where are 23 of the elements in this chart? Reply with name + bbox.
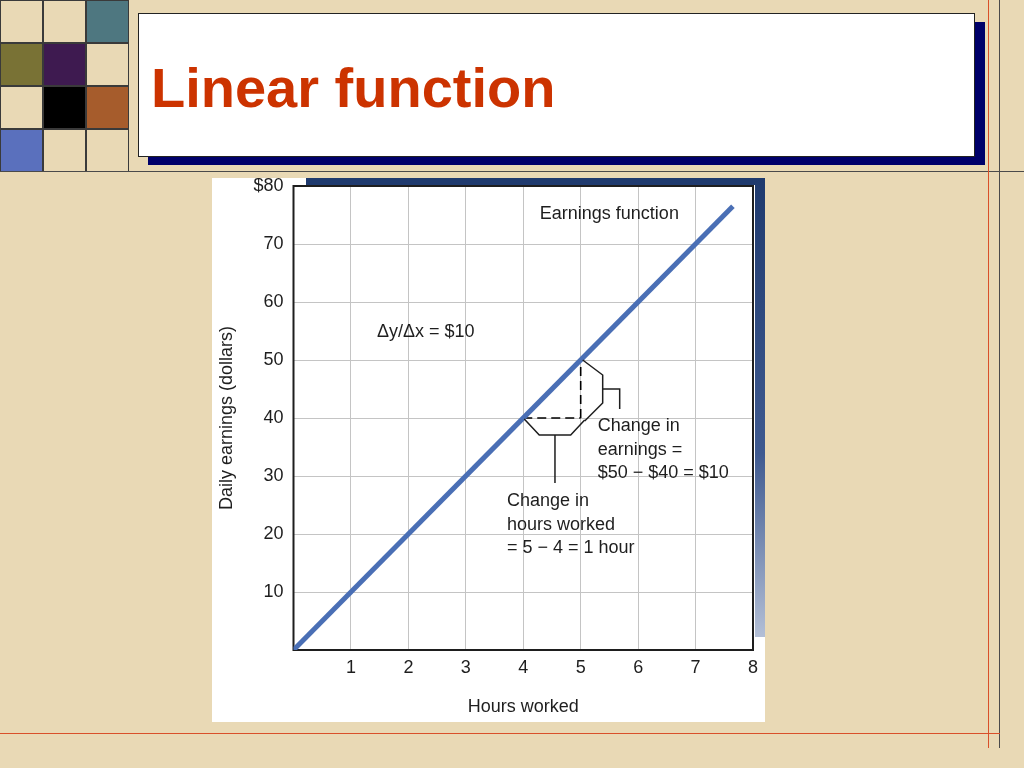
- annotation: Change in earnings = $50 − $40 = $10: [597, 415, 729, 482]
- x-tick-label: 4: [518, 656, 529, 677]
- annotation: Δy/Δx = $10: [377, 321, 475, 341]
- annotation: Change in hours worked = 5 − 4 = 1 hour: [507, 490, 635, 557]
- y-tick-label: 60: [263, 290, 284, 311]
- y-tick-label: 10: [263, 580, 284, 601]
- x-tick-label: 6: [633, 656, 644, 677]
- y-tick-label: 50: [263, 348, 284, 369]
- y-tick-label: 70: [263, 232, 284, 253]
- x-axis-title: Hours worked: [467, 696, 579, 717]
- x-tick-label: 1: [345, 656, 356, 677]
- x-tick-label: 8: [747, 656, 759, 677]
- chart-title: Linear function: [151, 56, 556, 119]
- x-tick-label: 7: [690, 656, 701, 677]
- y-tick-label: $80: [253, 174, 284, 195]
- x-tick-label: 2: [403, 656, 414, 677]
- series-label: Earnings function: [539, 203, 679, 224]
- x-tick-label: 3: [460, 656, 471, 677]
- y-tick-label: 20: [263, 522, 284, 543]
- x-tick-label: 5: [575, 656, 586, 677]
- y-axis-title: Daily earnings (dollars): [215, 325, 236, 511]
- y-tick-label: 30: [263, 464, 284, 485]
- y-tick-label: 40: [263, 406, 284, 427]
